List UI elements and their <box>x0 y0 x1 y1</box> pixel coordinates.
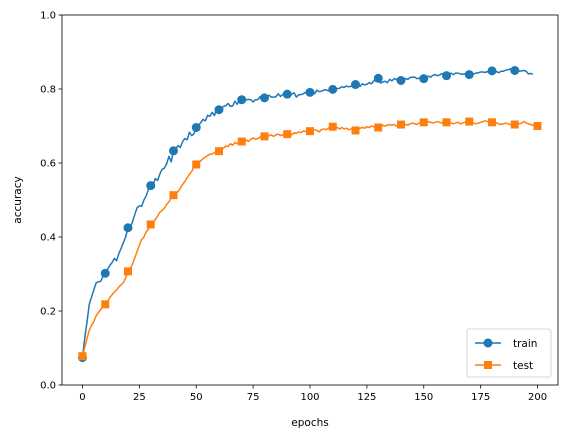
data-point-train <box>351 80 361 90</box>
data-point-train <box>396 75 406 85</box>
y-tick-label: 0.6 <box>40 159 56 170</box>
data-point-train <box>419 74 429 84</box>
legend-test-label: test <box>513 360 533 372</box>
legend-train-label: train <box>513 338 537 350</box>
data-point-test <box>533 122 542 130</box>
x-axis: 0 25 50 75 100 125 150 175 200 <box>79 385 547 403</box>
data-point-test <box>146 220 155 229</box>
x-tick-label: 100 <box>300 392 319 403</box>
legend-box <box>466 328 552 378</box>
x-tick-label: 150 <box>414 392 433 403</box>
legend-train-marker <box>483 338 493 348</box>
data-point-train <box>191 122 201 132</box>
data-point-train <box>259 93 269 103</box>
data-point-train <box>123 223 133 233</box>
data-point-test <box>374 123 383 132</box>
data-point-train <box>237 95 247 105</box>
data-point-test <box>442 118 451 127</box>
y-axis-label: accuracy <box>12 176 24 223</box>
data-point-train <box>305 87 315 97</box>
x-tick-label: 50 <box>190 392 203 403</box>
data-point-train <box>464 70 474 80</box>
x-tick-label: 75 <box>247 392 260 403</box>
plot-series-layer <box>81 68 538 358</box>
data-point-test <box>306 127 314 136</box>
data-point-train <box>487 66 497 76</box>
data-point-train <box>442 71 452 81</box>
y-tick-label: 0.2 <box>40 307 56 318</box>
x-tick-label: 200 <box>528 392 547 403</box>
data-point-train <box>510 66 520 75</box>
data-point-train <box>328 84 338 94</box>
data-point-train <box>146 181 156 191</box>
x-axis-label: epochs <box>291 417 328 429</box>
x-tick-label: 175 <box>471 392 490 403</box>
series-line-train <box>81 68 534 358</box>
data-point-test <box>397 120 406 129</box>
data-point-test <box>283 130 292 139</box>
data-point-test <box>328 122 337 131</box>
legend: train test <box>466 328 552 378</box>
legend-test-marker <box>484 361 492 369</box>
data-point-test <box>488 118 497 127</box>
data-point-test <box>169 191 178 200</box>
data-point-train <box>100 268 110 278</box>
x-tick-label: 125 <box>357 392 376 403</box>
data-point-test <box>101 300 110 309</box>
y-tick-label: 0.4 <box>40 233 56 244</box>
y-tick-label: 1.0 <box>40 11 56 22</box>
data-point-test <box>465 117 474 126</box>
y-axis: 0.0 0.2 0.4 0.6 0.8 1.0 <box>40 11 62 392</box>
data-point-train <box>373 73 383 83</box>
data-point-test <box>419 118 428 127</box>
data-point-train <box>168 146 178 156</box>
data-point-test <box>510 120 519 129</box>
data-point-test <box>214 147 223 156</box>
series-line-test <box>81 120 538 357</box>
data-point-test <box>78 352 87 361</box>
data-point-test <box>260 132 269 141</box>
data-point-test <box>123 267 132 276</box>
y-tick-label: 0.0 <box>40 381 56 392</box>
x-tick-label: 0 <box>79 392 85 403</box>
plot-marker-layer <box>77 66 542 363</box>
y-tick-label: 0.8 <box>40 85 56 96</box>
data-point-test <box>237 137 246 146</box>
data-point-train <box>282 89 292 99</box>
data-point-test <box>192 160 201 169</box>
data-point-test <box>351 126 360 135</box>
x-tick-label: 25 <box>133 392 146 403</box>
data-point-train <box>214 105 224 115</box>
